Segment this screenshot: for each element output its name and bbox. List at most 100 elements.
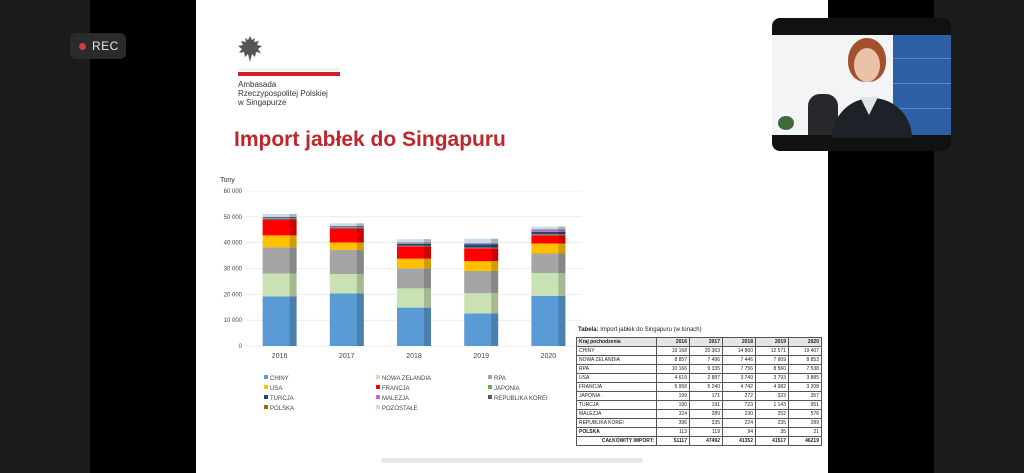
participant-video[interactable] — [772, 18, 951, 151]
value-cell: 14 860 — [722, 346, 756, 356]
bar-segment-shade — [356, 274, 364, 294]
bar-segment — [464, 270, 499, 294]
bar-segment — [397, 246, 431, 259]
table-row: CHINY 19 168 20 363 14 860 12 571 19 407 — [576, 346, 822, 356]
value-cell: 8 857 — [656, 355, 690, 365]
bar-segment-shade — [289, 296, 297, 346]
bar-segment-shade — [424, 239, 431, 243]
bar-segment-shade — [289, 235, 297, 248]
bar-segment — [531, 231, 566, 235]
legend-swatch — [264, 405, 268, 409]
table-row: POLSKA 113 119 94 35 21 — [576, 427, 822, 437]
bar-segment-shade — [289, 213, 297, 217]
country-cell: REPUBLIKA KOREI — [576, 418, 657, 428]
bar-segment — [397, 307, 431, 346]
bar-segment-shade — [491, 261, 499, 271]
window-stripe — [893, 108, 951, 109]
country-cell: MALEZJA — [576, 409, 657, 419]
bar-segment — [464, 261, 499, 271]
bar-segment — [262, 213, 297, 217]
legend-swatch — [264, 385, 268, 389]
value-cell: 951 — [788, 400, 822, 410]
value-cell: 113 — [656, 427, 690, 437]
value-cell: 5 240 — [689, 382, 723, 392]
value-cell: 8 560 — [755, 364, 789, 374]
x-tick-label: 2020 — [541, 353, 557, 360]
value-cell: 10 166 — [656, 364, 690, 374]
bar-segment — [531, 234, 566, 236]
table-header: 2019 — [755, 337, 789, 347]
table-row: FRANCJA 5 958 5 240 4 742 4 982 3 208 — [576, 382, 822, 392]
bar-segment-shade — [558, 235, 566, 244]
bar-segment — [464, 313, 499, 346]
bar-segment-shade — [558, 230, 566, 232]
bar-segment-shade — [491, 313, 499, 346]
value-cell: 252 — [755, 409, 789, 419]
value-cell: 2 887 — [689, 373, 723, 383]
home-indicator[interactable] — [381, 458, 643, 463]
bar-segment-shade — [356, 249, 364, 275]
bar-segment-shade — [558, 234, 566, 236]
recording-indicator[interactable]: REC — [70, 33, 126, 59]
bar-segment-shade — [356, 242, 364, 250]
table-header: 2017 — [689, 337, 723, 347]
eagle-emblem-icon — [238, 36, 262, 62]
bar-segment — [531, 243, 566, 254]
value-cell: 357 — [788, 391, 822, 401]
value-cell: 723 — [722, 400, 756, 410]
bar-segment-shade — [356, 223, 364, 227]
bar-segment-shade — [356, 228, 364, 243]
y-tick-label: 0 — [239, 344, 243, 350]
country-cell: CHINY — [576, 346, 657, 356]
value-cell: 272 — [722, 391, 756, 401]
value-cell: 1 143 — [755, 400, 789, 410]
x-tick-label: 2017 — [339, 353, 355, 360]
bar-segment — [464, 247, 499, 249]
bar-segment-shade — [558, 272, 566, 296]
value-cell: 324 — [656, 409, 690, 419]
value-cell: 191 — [689, 400, 723, 410]
bar-segment-shade — [424, 246, 431, 259]
bar-segment — [464, 248, 499, 262]
plant — [778, 116, 794, 130]
legend-swatch — [264, 375, 268, 379]
bar-segment — [397, 258, 431, 269]
y-tick-label: 60 000 — [224, 189, 243, 195]
bar-segment — [329, 249, 364, 275]
value-cell: 3 885 — [788, 373, 822, 383]
table-row: REPUBLIKA KOREI 396 335 224 235 289 — [576, 418, 822, 428]
bar-segment-shade — [491, 247, 499, 249]
y-tick-label: 30 000 — [224, 267, 243, 273]
value-cell: 289 — [788, 418, 822, 428]
legend-label: POLSKA — [270, 406, 294, 412]
bar-segment — [329, 274, 364, 294]
bar-segment-shade — [491, 243, 499, 244]
bar-segment — [262, 235, 297, 248]
legend-swatch — [376, 385, 380, 389]
country-cell: NOWA ZELANDIA — [576, 355, 657, 365]
bar-segment — [531, 235, 566, 244]
value-cell: 7 756 — [722, 364, 756, 374]
bar-segment — [262, 217, 297, 219]
value-cell: 119 — [689, 427, 723, 437]
bar-segment-shade — [424, 288, 431, 308]
embassy-line: Rzeczypospolitej Polskiej — [238, 89, 328, 98]
legend-swatch — [488, 395, 492, 399]
country-cell: RPA — [576, 364, 657, 374]
slide-title: Import jabłek do Singapuru — [234, 128, 506, 151]
bar-segment — [397, 242, 431, 244]
value-cell: 7 496 — [689, 355, 723, 365]
bar-segment-shade — [356, 293, 364, 346]
recording-label: REC — [92, 39, 119, 53]
bar-segment — [397, 243, 431, 246]
bar-segment-shade — [491, 270, 499, 294]
value-cell: 4 742 — [722, 382, 756, 392]
bar-segment-shade — [289, 217, 297, 219]
legend-label: MALEZJA — [382, 396, 409, 402]
table-row: RPA 10 166 9 335 7 756 8 560 7 538 — [576, 364, 822, 374]
bar-segment — [531, 295, 566, 346]
value-cell: 396 — [656, 418, 690, 428]
bar-segment — [262, 247, 297, 274]
bar-segment — [464, 293, 499, 314]
bar-segment-shade — [289, 219, 297, 221]
